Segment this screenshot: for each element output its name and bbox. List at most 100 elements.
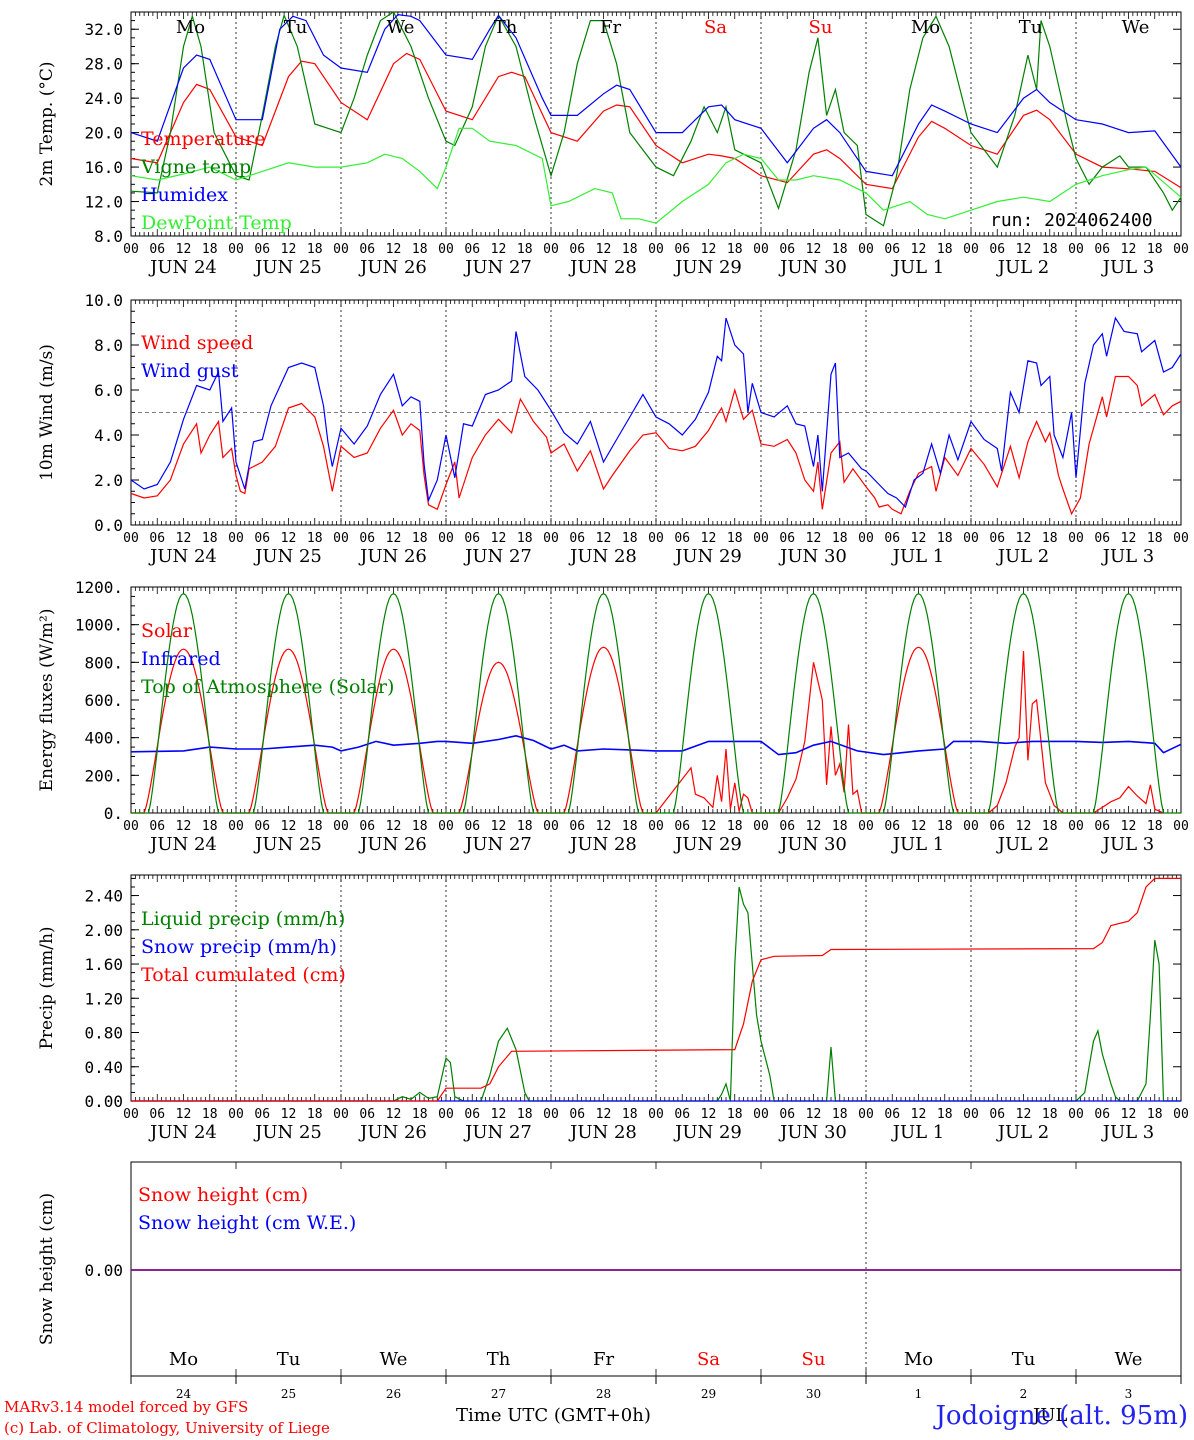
day-number-label: 28 [596,1387,611,1401]
x-hour-label: 12 [386,1107,402,1122]
weekday-label: Sa [697,1349,720,1370]
x-hour-label: 00 [543,1107,559,1122]
x-day-label: JUN 29 [673,257,742,278]
legend-entry: Solar [141,620,193,642]
x-hour-label: 06 [1094,1107,1110,1122]
y-tick-label: 0.00 [84,1092,123,1111]
y-axis-label: Energy fluxes (W/m²) [37,609,57,792]
x-hour-label: 06 [779,819,795,834]
day-number-label: 26 [386,1387,401,1401]
x-hour-label: 12 [176,1107,192,1122]
weekday-label: Tu [1012,1349,1036,1370]
x-hour-label: 00 [123,531,139,546]
x-hour-label: 12 [281,1107,297,1122]
x-day-label: JUL 1 [891,834,945,855]
x-day-label: JUN 25 [253,546,322,567]
day-number-label: 1 [915,1387,923,1401]
weekday-label: Tu [284,17,308,38]
x-hour-label: 00 [333,819,349,834]
x-hour-label: 00 [228,819,244,834]
x-hour-label: 12 [596,242,612,257]
model-credit: MARv3.14 model forced by GFS [4,1398,249,1416]
x-hour-label: 18 [1042,1107,1058,1122]
x-hour-label: 06 [989,819,1005,834]
x-hour-label: 06 [779,531,795,546]
x-hour-label: 06 [779,1107,795,1122]
x-hour-label: 00 [753,819,769,834]
y-tick-label: 4.0 [94,426,123,445]
x-hour-label: 06 [254,242,270,257]
weekday-label: Mo [176,17,205,38]
weekday-label: Mo [911,17,940,38]
x-hour-label: 12 [1121,819,1137,834]
x-day-label: JUN 30 [778,834,847,855]
x-hour-label: 12 [491,1107,507,1122]
x-hour-label: 12 [911,531,927,546]
x-hour-label: 00 [333,242,349,257]
x-hour-label: 06 [569,819,585,834]
x-hour-label: 18 [517,531,533,546]
x-hour-label: 12 [176,242,192,257]
x-hour-label: 12 [806,242,822,257]
x-hour-label: 06 [149,531,165,546]
x-day-label: JUL 3 [1101,546,1155,567]
x-hour-label: 00 [438,531,454,546]
x-hour-label: 06 [149,819,165,834]
x-hour-label: 12 [491,819,507,834]
weekday-label: Sa [704,17,727,38]
x-hour-label: 12 [491,242,507,257]
y-tick-label: 600. [84,691,123,710]
y-axis-label: Snow height (cm) [37,1193,57,1345]
legend-entry: Liquid precip (mm/h) [141,908,345,930]
x-hour-label: 18 [517,242,533,257]
x-hour-label: 06 [569,1107,585,1122]
x-hour-label: 18 [412,819,428,834]
x-hour-label: 12 [1121,242,1137,257]
x-hour-label: 00 [1173,242,1189,257]
day-number-label: 2 [1020,1387,1028,1401]
x-hour-label: 06 [359,1107,375,1122]
y-tick-label: 12.0 [84,193,123,212]
x-hour-label: 06 [464,531,480,546]
x-hour-label: 18 [832,531,848,546]
x-day-label: JUN 24 [148,1122,217,1143]
x-hour-label: 12 [806,819,822,834]
y-tick-label: 400. [84,729,123,748]
series-line-vigne-temp [130,11,1182,227]
x-hour-label: 12 [491,531,507,546]
x-hour-label: 12 [386,531,402,546]
x-hour-label: 00 [438,819,454,834]
x-hour-label: 00 [648,819,664,834]
x-hour-label: 18 [832,1107,848,1122]
x-hour-label: 18 [517,819,533,834]
legend-entry: Top of Atmosphere (Solar) [141,676,394,698]
x-hour-label: 06 [674,531,690,546]
x-hour-label: 12 [1016,242,1032,257]
x-hour-label: 12 [1016,1107,1032,1122]
legend-entry: Infrared [141,648,221,670]
legend-entry: Vigne temp [140,156,251,178]
x-day-label: JUL 2 [996,834,1050,855]
y-tick-label: 1200. [75,578,123,597]
y-axis-label: Precip (mm/h) [37,926,57,1049]
weekday-label: Tu [1019,17,1043,38]
x-hour-label: 18 [727,242,743,257]
legend-entry: Snow height (cm) [138,1184,308,1206]
x-hour-label: 18 [937,819,953,834]
weekday-label: Fr [600,17,621,38]
x-day-label: JUN 27 [463,1122,532,1143]
x-day-label: JUN 26 [358,1122,427,1143]
x-hour-label: 00 [543,531,559,546]
x-hour-label: 06 [884,819,900,834]
y-tick-label: 0.0 [94,516,123,535]
y-tick-label: 0.40 [84,1058,123,1077]
weekday-label: Th [487,1349,511,1370]
x-day-label: JUN 30 [778,546,847,567]
legend-entry: Total cumulated (cm) [141,964,346,986]
x-hour-label: 12 [911,819,927,834]
x-hour-label: 18 [1147,819,1163,834]
x-hour-label: 18 [937,531,953,546]
x-hour-label: 00 [333,1107,349,1122]
x-hour-label: 06 [569,531,585,546]
x-hour-label: 18 [202,531,218,546]
